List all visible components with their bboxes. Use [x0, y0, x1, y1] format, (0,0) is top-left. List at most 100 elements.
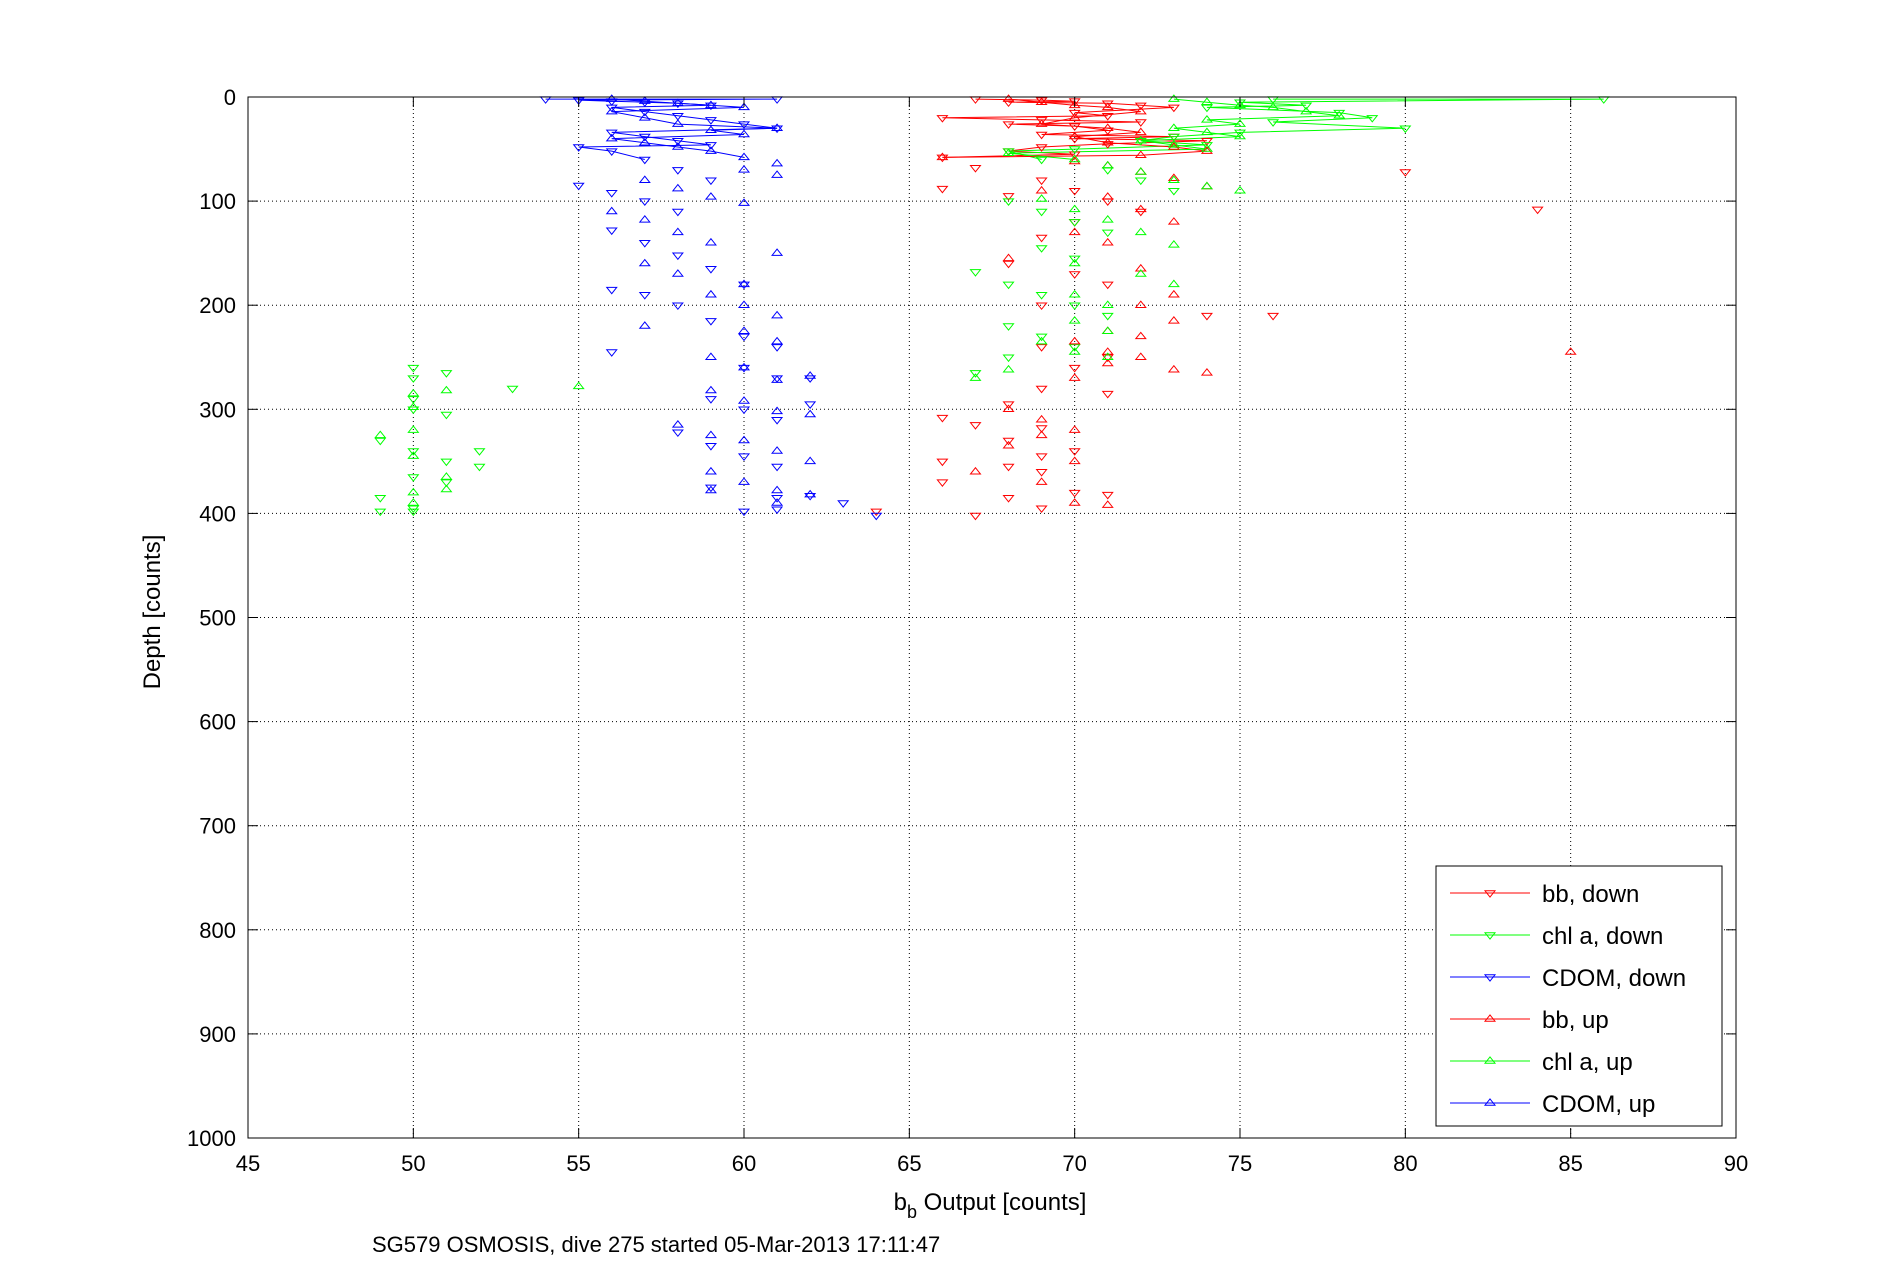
x-tick-label: 65	[897, 1151, 921, 1176]
point-bb-up	[1167, 315, 1180, 324]
point-chl-a-up	[1200, 97, 1213, 105]
y-axis-label: Depth [counts]	[139, 535, 166, 690]
point-chl-a-up	[1134, 167, 1147, 175]
point-chl-a-down	[440, 479, 453, 488]
point-cdom-down	[771, 416, 784, 425]
point-bb-up	[1167, 364, 1180, 373]
point-cdom-down	[572, 144, 585, 152]
point-chl-a-down	[1068, 302, 1081, 311]
x-tick-label: 50	[401, 1151, 425, 1176]
point-bb-down	[1134, 102, 1147, 111]
legend-label: CDOM, down	[1542, 965, 1686, 992]
point-bb-down	[1068, 489, 1081, 498]
point-bb-down	[1035, 302, 1048, 311]
point-cdom-down	[638, 198, 651, 206]
point-cdom-up	[737, 362, 751, 371]
point-cdom-up	[704, 466, 717, 475]
point-bb-down	[1035, 234, 1048, 243]
point-cdom-up	[737, 300, 751, 308]
legend-label: chl a, up	[1542, 1049, 1633, 1076]
point-bb-down	[1167, 104, 1180, 113]
point-chl-a-down	[1200, 142, 1213, 150]
point-cdom-down	[737, 333, 751, 342]
legend-label: bb, up	[1542, 1007, 1609, 1034]
point-chl-a-down	[1068, 146, 1081, 154]
point-cdom-down	[737, 364, 751, 373]
point-cdom-up	[671, 420, 684, 428]
point-cdom-down	[572, 182, 585, 191]
point-bb-down	[1134, 119, 1147, 127]
point-cdom-down	[737, 121, 751, 129]
point-cdom-down	[737, 281, 751, 290]
point-chl-a-up	[1002, 364, 1015, 373]
legend-marker	[1483, 1098, 1497, 1106]
point-cdom-down	[704, 102, 717, 111]
point-cdom-up	[704, 485, 717, 494]
point-bb-down	[1002, 401, 1015, 409]
point-cdom-down	[638, 133, 651, 142]
legend-item-cdom-up: CDOM, up	[1450, 1091, 1655, 1118]
point-cdom-up	[704, 352, 717, 360]
point-chl-a-down	[1333, 109, 1346, 118]
point-bb-down	[870, 508, 883, 517]
point-chl-a-down	[1068, 255, 1081, 264]
point-cdom-up	[605, 206, 618, 215]
point-bb-up	[1134, 150, 1147, 159]
point-bb-up	[1068, 425, 1081, 433]
point-bb-down	[1068, 187, 1081, 196]
y-tick-labels: 0 100 200 300 400 500 600 700 800 900 1000	[187, 85, 236, 1151]
point-bb-down	[1002, 193, 1015, 201]
point-cdom-up	[605, 94, 618, 102]
point-bb-down	[1035, 344, 1048, 352]
point-chl-a-down	[1399, 125, 1412, 134]
point-cdom-up	[737, 129, 751, 138]
point-chl-a-up	[407, 451, 420, 459]
x-tick-label: 55	[566, 1151, 590, 1176]
point-bb-down	[1068, 271, 1081, 279]
point-bb-up	[1167, 142, 1180, 150]
point-bb-up	[1002, 253, 1015, 262]
y-tick-label: 200	[199, 293, 236, 318]
point-cdom-down	[837, 500, 850, 508]
point-chl-a-up	[374, 430, 387, 439]
point-cdom-up	[671, 98, 684, 106]
point-cdom-up	[771, 158, 784, 167]
point-chl-a-down	[407, 508, 420, 517]
point-bb-up	[1134, 331, 1147, 340]
point-cdom-up	[737, 165, 751, 173]
point-chl-a-down	[374, 495, 387, 503]
point-chl-a-up	[1233, 185, 1247, 194]
point-cdom-up	[804, 489, 817, 498]
point-cdom-down	[671, 252, 684, 261]
point-bb-down	[1531, 206, 1544, 215]
point-bb-down	[936, 115, 949, 123]
point-chl-a-up	[1035, 194, 1048, 202]
point-bb-up	[1035, 119, 1048, 127]
point-chl-a-up	[1300, 106, 1313, 115]
point-bb-down	[1068, 364, 1081, 373]
point-chl-a-down	[1167, 187, 1180, 196]
point-chl-a-down	[1233, 129, 1247, 138]
point-bb-up	[1134, 300, 1147, 308]
point-bb-down	[1002, 121, 1015, 129]
legend-marker	[1483, 974, 1497, 982]
point-cdom-up	[638, 96, 651, 104]
point-chl-a-up	[1101, 160, 1114, 169]
point-chl-a-up	[1233, 119, 1247, 127]
point-bb-up	[1134, 127, 1147, 136]
point-bb-down	[1068, 448, 1081, 456]
point-cdom-up	[804, 409, 817, 418]
point-cdom-up	[771, 375, 784, 383]
point-cdom-up	[605, 106, 618, 115]
point-cdom-up	[771, 123, 784, 131]
point-cdom-up	[737, 152, 751, 161]
y-tick-label: 500	[199, 606, 236, 631]
point-cdom-up	[771, 310, 784, 319]
legend-label: chl a, down	[1542, 923, 1663, 950]
point-cdom-down	[638, 108, 651, 117]
point-cdom-down	[605, 349, 618, 357]
point-chl-a-down	[1002, 198, 1015, 206]
point-bb-up	[1134, 352, 1147, 360]
point-cdom-up	[671, 227, 684, 236]
point-cdom-up	[737, 279, 751, 288]
